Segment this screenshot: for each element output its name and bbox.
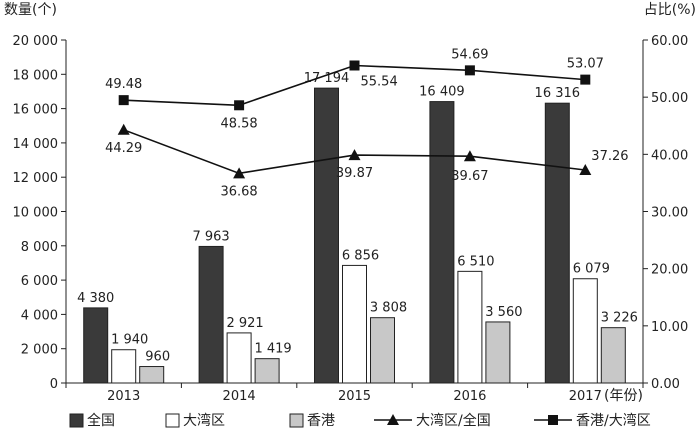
bar (83, 307, 109, 384)
y-right-tick-label: 0.00 (651, 377, 680, 392)
bar-value-label: 1 419 (254, 342, 291, 357)
bar (198, 245, 224, 384)
y-axis-right-title: 占比(%) (644, 2, 696, 18)
bar-value-label: 960 (145, 350, 170, 365)
bar-value-label: 6 510 (457, 254, 494, 269)
bar (254, 358, 280, 384)
triangle-marker (117, 123, 130, 135)
line-value-label: 37.26 (591, 149, 628, 164)
line-value-label: 39.87 (336, 166, 373, 181)
x-axis-title: (年份) (604, 388, 643, 404)
y-left-tick-label: 6 000 (21, 274, 58, 289)
x-tick-label: 2014 (223, 389, 256, 404)
y-right-tick-label: 20.00 (651, 263, 688, 278)
line-value-label: 48.58 (220, 116, 257, 131)
bar-value-label: 16 409 (419, 85, 465, 100)
triangle-marker (348, 149, 361, 161)
triangle-marker (233, 167, 246, 179)
y-left-tick-label: 20 000 (13, 34, 59, 49)
y-right-tick-label: 40.00 (651, 148, 688, 163)
square-marker (234, 100, 245, 111)
legend-square-marker (548, 415, 558, 425)
bar (429, 101, 455, 384)
bar-value-label: 16 316 (535, 86, 581, 101)
bar (139, 366, 165, 384)
y-left-tick-label: 16 000 (13, 103, 59, 118)
bar-value-label: 2 921 (226, 316, 263, 331)
bar-value-label: 17 194 (304, 71, 350, 86)
bar (342, 264, 367, 384)
legend-label: 全国 (87, 412, 115, 429)
plot-area: 0 2 000 4 000 6 000 8 000 10 000 12 000 14 000 1… (13, 34, 689, 404)
legend-label: 香港/大湾区 (576, 412, 651, 429)
square-marker (464, 65, 475, 76)
bar-value-label: 4 380 (77, 291, 114, 306)
legend-label: 香港 (307, 413, 335, 429)
bar (226, 332, 252, 384)
bar (314, 87, 339, 384)
y-right-tick-label: 10.00 (651, 320, 688, 335)
legend-triangle-marker (387, 414, 399, 425)
triangle-marker (463, 150, 476, 162)
y-left-tick-label: 10 000 (13, 206, 59, 221)
bar (457, 270, 483, 384)
line-value-label: 36.68 (220, 184, 257, 199)
bar (544, 102, 570, 384)
y-left-tick-label: 8 000 (21, 240, 58, 255)
line-value-label: 55.54 (361, 74, 398, 89)
series-line (123, 64, 586, 107)
legend-swatch (165, 413, 180, 428)
bar-value-label: 1 940 (111, 333, 148, 348)
line-value-label: 53.07 (567, 57, 604, 72)
bar (600, 327, 626, 384)
x-tick-label: 2013 (107, 389, 140, 404)
bar-value-label: 7 963 (192, 229, 229, 244)
bar (572, 278, 598, 384)
y-left-tick-label: 18 000 (13, 68, 59, 83)
y-right-tick-label: 30.00 (651, 206, 688, 221)
y-left-tick-label: 0 (50, 377, 58, 392)
legend-swatch (289, 413, 304, 428)
bar (370, 317, 395, 384)
bar (111, 349, 137, 384)
x-tick-label: 2017 (569, 389, 602, 404)
x-tick-label: 2016 (453, 389, 486, 404)
bar-value-label: 3 560 (485, 305, 522, 320)
square-marker (118, 95, 129, 106)
line-value-label: 54.69 (451, 47, 488, 62)
y-left-tick-label: 12 000 (13, 171, 59, 186)
legend-swatch (69, 413, 84, 428)
legend-label: 大湾区/全国 (416, 412, 491, 429)
legend: 全国 大湾区 香港 大湾区/全国 香港/大湾区 (69, 412, 651, 429)
y-left-tick-label: 14 000 (13, 137, 59, 152)
square-marker (349, 60, 360, 71)
triangle-marker (579, 163, 592, 175)
legend-label: 大湾区 (183, 412, 225, 429)
bar-value-label: 3 808 (370, 301, 407, 316)
y-axis-left-title: 数量(个) (4, 2, 57, 18)
square-marker (580, 74, 591, 85)
y-left-tick-label: 4 000 (21, 308, 58, 323)
y-right-tick-label: 60.00 (651, 34, 688, 49)
bar (485, 321, 511, 384)
y-left-tick-label: 2 000 (21, 343, 58, 358)
line-value-label: 39.67 (451, 169, 488, 184)
bar-value-label: 3 226 (601, 311, 638, 326)
y-right-tick-label: 50.00 (651, 91, 688, 106)
line-value-label: 44.29 (105, 141, 142, 156)
bar-value-label: 6 079 (573, 262, 610, 277)
line-value-label: 49.48 (105, 77, 142, 92)
bar-value-label: 6 856 (342, 248, 379, 263)
x-tick-label: 2015 (338, 389, 371, 404)
